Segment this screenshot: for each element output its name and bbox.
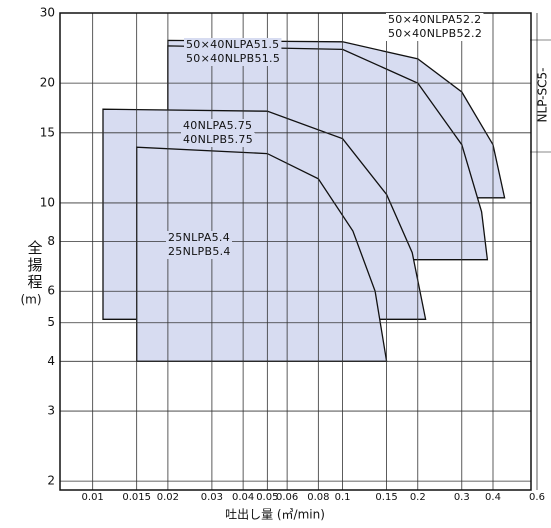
- x-axis-label: 吐出し量 (㎥/min): [225, 508, 325, 522]
- region-label: 50×40NLPA52.2: [388, 13, 481, 26]
- x-tick-label: 0.02: [157, 492, 179, 503]
- x-tick-label: 0.015: [122, 492, 151, 503]
- label-bg: [386, 27, 485, 41]
- y-tick-label: 30: [40, 6, 55, 20]
- y-tick-label: 2: [47, 474, 55, 488]
- y-axis-unit: (m): [20, 293, 41, 307]
- region: [136, 146, 388, 362]
- region-label: 40NLPB5.75: [183, 133, 253, 146]
- label-bg: [166, 231, 233, 245]
- y-tick-label: 4: [47, 354, 55, 368]
- y-axis-label: 全揚程: [26, 239, 44, 291]
- label-bg: [181, 119, 255, 133]
- x-tick-label: 0.6: [529, 492, 545, 503]
- region-label: 25NLPB5.4: [168, 245, 231, 258]
- y-tick-label: 15: [40, 125, 55, 139]
- x-tick-label: 0.3: [454, 492, 470, 503]
- y-tick-label: 20: [40, 76, 55, 90]
- plot-frame: [59, 12, 532, 491]
- region-label: 50×40NLPA51.5: [186, 38, 279, 51]
- x-tick-label: 0.1: [335, 492, 351, 503]
- label-bg: [184, 38, 282, 52]
- y-tick-label: 10: [40, 195, 55, 209]
- x-tick-label: 0.08: [307, 492, 329, 503]
- y-tick-label: 5: [47, 315, 55, 329]
- label-bg: [181, 133, 256, 147]
- region-label: 40NLPA5.75: [183, 119, 252, 132]
- region-label: 50×40NLPB52.2: [388, 27, 482, 40]
- y-tick-label: 8: [47, 234, 55, 248]
- label-bg: [166, 245, 233, 259]
- x-tick-label: 0.05: [256, 492, 278, 503]
- x-tick-label: 0.4: [485, 492, 501, 503]
- x-tick-label: 0.06: [276, 492, 298, 503]
- x-tick-label: 0.03: [201, 492, 223, 503]
- x-tick-label: 0.15: [375, 492, 397, 503]
- y-tick-label: 6: [47, 284, 55, 298]
- y-tick-label: 3: [47, 404, 55, 418]
- region-label: 50×40NLPB51.5: [186, 52, 280, 65]
- label-bg: [386, 13, 484, 27]
- region-label: 25NLPA5.4: [168, 231, 230, 244]
- x-tick-label: 0.2: [410, 492, 426, 503]
- side-tag: NLP-SC5-: [536, 68, 550, 123]
- x-tick-label: 0.04: [232, 492, 254, 503]
- x-tick-label: 0.01: [82, 492, 104, 503]
- label-bg: [184, 52, 283, 66]
